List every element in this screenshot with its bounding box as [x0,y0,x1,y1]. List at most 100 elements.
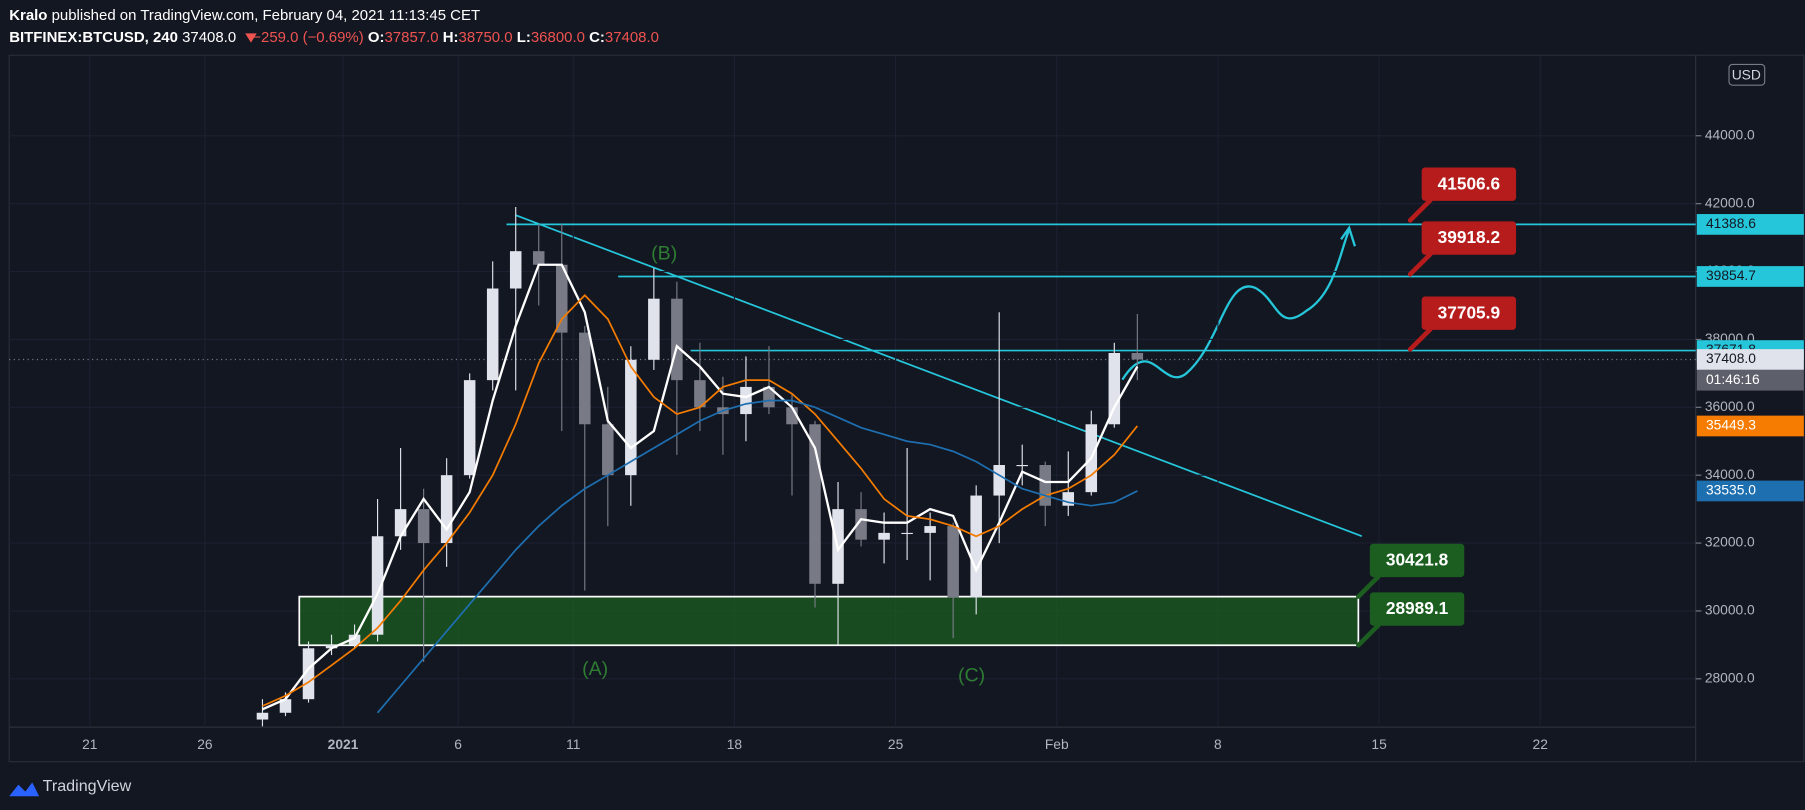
candle-body [740,386,752,415]
candle-body [970,495,982,598]
o-value: 37857.0 [384,29,438,46]
last: 37408.0 [182,29,236,46]
x-tick-label: 2021 [328,736,359,752]
author: Kralo [9,7,47,24]
time-axis-frame [8,726,1697,763]
axis-tag [1696,349,1804,370]
candle-body [256,712,269,720]
callout-label: 30421.8 [1386,550,1449,570]
candle-body [809,424,821,584]
candle-body [394,509,407,537]
x-tick-label: 15 [1371,736,1387,752]
axis-tag-label: 37408.0 [1706,350,1756,366]
candle-body [1039,464,1051,506]
header-line: Kralo published on TradingView.com, Febr… [9,7,480,24]
x-tick-label: Feb [1045,736,1069,752]
callout-pointer [1408,251,1433,276]
y-tick-label: 44000.0 [1705,126,1755,142]
x-tick-label: 26 [197,736,213,752]
trend-line [515,214,1363,537]
candle-body [1062,492,1075,506]
y-tick-label: 28000.0 [1705,669,1755,685]
moving-average [262,293,1139,707]
wave-label: (C) [958,665,985,687]
candle-body [1131,352,1144,360]
candle-body [878,532,890,540]
callout-anchor [1407,347,1413,352]
candle-body [625,359,637,476]
callout-box [1369,592,1465,626]
candle-body [648,298,660,360]
logo-icon [9,782,40,797]
callout-box [1421,296,1517,330]
candle-body [763,386,775,408]
callout-pointer [1356,574,1381,599]
candle-body [532,251,545,265]
projection-path [1121,225,1356,381]
axis-tag-label: 41388.6 [1706,215,1756,231]
x-tick-label: 18 [727,736,743,752]
change: −259.0 (−0.69%) [252,29,363,46]
axis-tag [1696,214,1804,235]
candle-body [486,288,499,381]
y-tick-label: 42000.0 [1705,194,1755,210]
candle-body [602,424,614,476]
candle-body [556,264,568,333]
callout-label: 28989.1 [1386,598,1449,618]
h-value: 38750.0 [459,29,513,46]
callout-anchor [1356,642,1361,648]
candle-body [993,464,1005,496]
c-label: C: [589,29,605,46]
candle-body [302,648,315,700]
x-tick-label: 6 [454,736,462,752]
x-tick-label: 22 [1533,736,1548,752]
h-label: H: [443,29,459,46]
candle-body [786,407,798,425]
axis-tag-label: 33535.0 [1706,482,1756,498]
candle-body [924,526,936,533]
y-tick-label: 32000.0 [1705,534,1755,550]
candle-body [325,644,338,649]
x-tick-label: 11 [566,736,580,752]
l-value: 36800.0 [531,29,585,46]
published: published on TradingView.com, February 0… [52,7,480,24]
y-tick-label: 36000.0 [1705,398,1755,414]
c-value: 37408.0 [605,29,659,46]
candle-body [279,699,292,713]
axis-tag [1696,480,1804,502]
wave-label: (B) [651,242,677,264]
wave-label: (A) [582,658,608,680]
candle-body [509,251,522,289]
candle-body [671,298,683,381]
currency: USD [1732,67,1761,83]
currency-box [1728,63,1766,86]
brand: TradingView [43,777,132,795]
candle-body [371,536,384,635]
x-tick-label: 25 [888,736,904,752]
axis-tag [1696,266,1804,287]
price-axis-frame [1695,54,1805,763]
callout-anchor [1407,272,1413,277]
moving-average [376,399,1138,714]
candle-body [463,380,476,476]
candle-body [348,634,361,645]
callout-pointer [1356,622,1381,647]
candle-body [579,332,591,425]
x-tick-label: 21 [82,736,97,752]
support-zone [298,595,1360,647]
callout-pointer [1408,327,1433,352]
candle-body [1016,464,1028,467]
symbol-line: BITFINEX:BTCUSD, 240 37408.0 −259.0 (−0.6… [9,29,659,46]
callout-box [1421,167,1517,201]
x-tick-label: 8 [1214,736,1222,752]
moving-average [261,263,1139,711]
symbol: BITFINEX:BTCUSD, 240 [9,29,178,46]
logo [9,782,40,797]
countdown: 01:46:16 [1706,371,1760,387]
down-arrow [245,33,257,43]
callout-label: 39918.2 [1438,227,1500,247]
callout-anchor [1356,594,1361,599]
candle-body [1108,352,1121,425]
